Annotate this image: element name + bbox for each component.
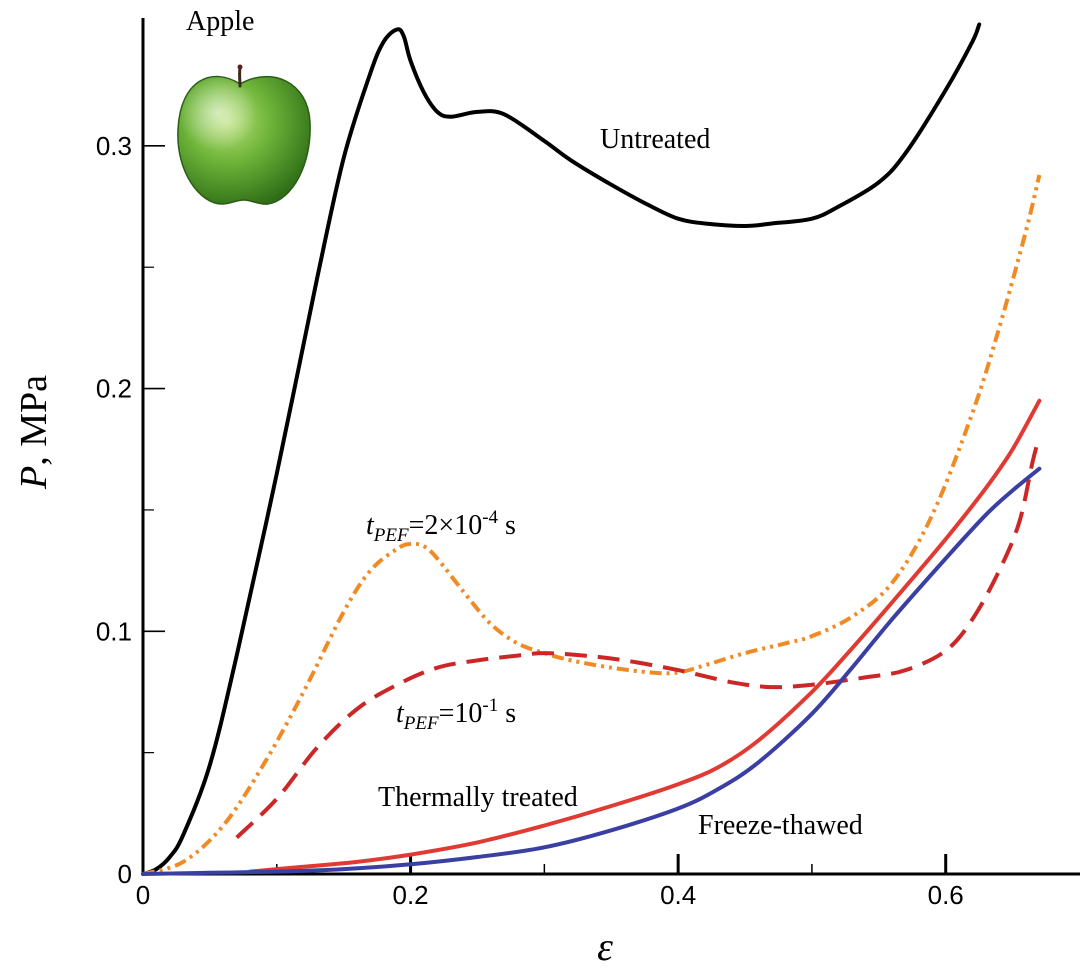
pef-long-sup: -1 xyxy=(482,695,498,716)
pef-long-sub: PEF xyxy=(403,713,439,734)
x-axis-title: ε xyxy=(597,924,613,969)
apple-illustration xyxy=(177,64,311,205)
series-lines xyxy=(141,22,1042,876)
axis-tick-labels: 0 0.2 0.4 0.6 0 0.1 0.2 0.3 xyxy=(96,131,964,910)
x-tick-label: 0.4 xyxy=(660,880,696,910)
pef-long-eq: =10 xyxy=(439,698,483,729)
y-axis-title-unit: , MPa xyxy=(13,375,55,466)
series-line-thermal xyxy=(248,398,1042,874)
pef-short-sup: -4 xyxy=(482,507,498,528)
axes: 0 0.2 0.4 0.6 0 0.1 0.2 0.3 xyxy=(96,18,1080,910)
pef-short-sub: PEF xyxy=(373,525,409,546)
freeze-label: Freeze-thawed xyxy=(698,810,863,841)
pef-long-unit: s xyxy=(498,698,516,729)
apple-shine xyxy=(177,76,311,205)
pef-long-label: tPEF=10-1 s xyxy=(396,695,516,734)
x-tick-label: 0.2 xyxy=(392,880,428,910)
pef-short-t: t xyxy=(366,510,375,541)
untreated-label: Untreated xyxy=(600,124,710,155)
pef-short-eq: =2×10 xyxy=(409,510,483,541)
annotations: Apple Untreated tPEF=2×10-4 s tPEF=10-1 … xyxy=(186,6,863,841)
x-tick-label: 0.6 xyxy=(928,880,964,910)
y-tick-label: 0 xyxy=(118,859,132,889)
apple-stem-tip xyxy=(237,64,243,70)
series-line-pef-short xyxy=(142,174,1042,876)
y-tick-label: 0.2 xyxy=(96,374,132,404)
y-tick-label: 0.3 xyxy=(96,131,132,161)
pef-short-unit: s xyxy=(498,510,516,541)
y-tick-label: 0.1 xyxy=(96,616,132,646)
pef-short-label: tPEF=2×10-4 s xyxy=(366,507,516,546)
x-tick-label: 0 xyxy=(136,880,150,910)
series-line-freeze xyxy=(141,466,1042,876)
series-line-untreated xyxy=(141,22,982,876)
y-axis-title: P, MPa xyxy=(13,375,55,490)
series-line-pef-long xyxy=(235,436,1042,840)
thermal-label: Thermally treated xyxy=(378,782,578,813)
apple-label: Apple xyxy=(186,6,254,37)
pef-long-t: t xyxy=(396,698,405,729)
y-axis-title-symbol: P xyxy=(13,466,55,490)
